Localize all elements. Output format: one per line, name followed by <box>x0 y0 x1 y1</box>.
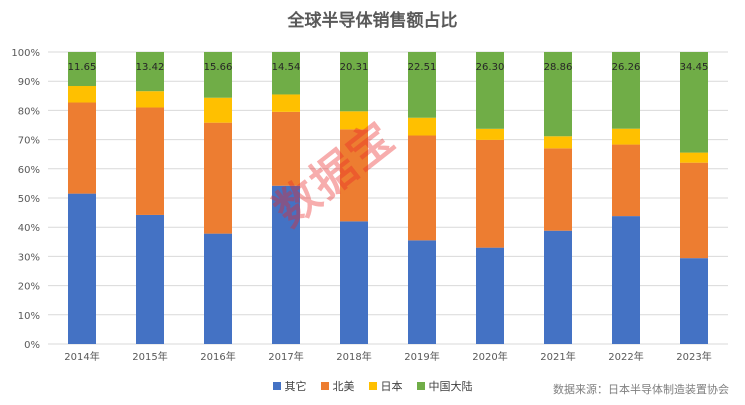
bar-segment <box>408 135 436 241</box>
bar-segment <box>408 52 436 118</box>
bar-segment <box>204 97 232 123</box>
bar-segment <box>272 111 300 186</box>
bar-segment <box>680 162 708 259</box>
bar-segment <box>476 52 504 129</box>
data-label: 28.86 <box>544 62 573 73</box>
source-note: 数据来源：日本半导体制造装置协会 <box>553 383 729 396</box>
legend-label: 其它 <box>284 380 307 393</box>
y-tick-label: 40% <box>18 223 40 234</box>
bar-segment <box>272 52 300 95</box>
bar-segment <box>408 240 436 344</box>
data-label: 34.45 <box>680 62 709 73</box>
bar-segment <box>612 144 640 217</box>
data-label: 26.30 <box>476 62 505 73</box>
bar-segment <box>272 94 300 112</box>
bar-segment <box>340 111 368 130</box>
bar-segment <box>136 52 164 92</box>
y-tick-label: 30% <box>18 252 40 263</box>
bar-segment <box>136 214 164 344</box>
data-label: 26.26 <box>612 62 641 73</box>
bar-segment <box>612 52 640 129</box>
legend-item: 日本 <box>368 378 403 394</box>
bar-segment <box>544 148 572 231</box>
data-label: 11.65 <box>68 62 97 73</box>
bar-segment <box>340 129 368 222</box>
bar-segment <box>408 117 436 136</box>
x-tick-label: 2014年 <box>64 350 99 363</box>
x-tick-label: 2015年 <box>132 350 167 363</box>
bar-segment <box>612 216 640 344</box>
chart-title: 全球半导体销售额占比 <box>287 11 458 31</box>
bar-segment <box>680 152 708 163</box>
data-label: 22.51 <box>408 62 437 73</box>
bar-segment <box>68 193 96 344</box>
y-tick-label: 50% <box>18 194 40 205</box>
bar-segment <box>476 128 504 140</box>
y-tick-label: 100% <box>11 48 40 59</box>
bar-segment <box>544 136 572 149</box>
legend-item: 北美 <box>320 378 355 394</box>
x-tick-label: 2021年 <box>540 350 575 363</box>
x-tick-label: 2022年 <box>608 350 643 363</box>
legend-swatch <box>416 382 425 390</box>
bar-segment <box>476 139 504 248</box>
legend-label: 中国大陆 <box>428 380 473 393</box>
bar-segment <box>272 185 300 344</box>
bar-segment <box>476 247 504 344</box>
bar-segment <box>204 122 232 234</box>
bar-segment <box>136 91 164 108</box>
y-tick-label: 60% <box>18 165 40 176</box>
data-label: 15.66 <box>204 62 233 73</box>
bar-segment <box>136 107 164 215</box>
legend-label: 北美 <box>332 380 355 393</box>
bar-segment <box>68 86 96 103</box>
bar-segment <box>68 102 96 194</box>
bar-segment <box>340 52 368 112</box>
y-tick-label: 90% <box>18 77 40 88</box>
legend-swatch <box>320 382 329 390</box>
bar-segment <box>340 221 368 344</box>
legend-item: 中国大陆 <box>416 378 473 394</box>
y-tick-label: 10% <box>18 311 40 322</box>
y-tick-label: 0% <box>24 340 40 351</box>
data-label: 14.54 <box>272 62 301 73</box>
bar-segment <box>680 258 708 344</box>
bar-segment <box>680 52 708 153</box>
y-tick-label: 70% <box>18 136 40 147</box>
bar-segment <box>204 52 232 98</box>
legend-swatch <box>272 382 281 390</box>
x-tick-label: 2020年 <box>472 350 507 363</box>
y-tick-label: 20% <box>18 282 40 293</box>
legend-swatch <box>368 382 377 390</box>
bar-segment <box>544 52 572 137</box>
x-tick-label: 2019年 <box>404 350 439 363</box>
x-tick-label: 2018年 <box>336 350 371 363</box>
legend-item: 其它 <box>272 378 307 394</box>
legend: 其它 北美 日本 中国大陆 <box>0 378 745 394</box>
bar-segment <box>204 233 232 344</box>
y-tick-label: 80% <box>18 106 40 117</box>
bar-segment <box>612 128 640 145</box>
data-label: 20.31 <box>340 62 369 73</box>
legend-label: 日本 <box>380 380 403 393</box>
bar-segment <box>544 230 572 344</box>
bar-segment <box>68 52 96 87</box>
x-tick-label: 2016年 <box>200 350 235 363</box>
x-tick-label: 2023年 <box>676 350 711 363</box>
x-tick-label: 2017年 <box>268 350 303 363</box>
data-label: 13.42 <box>136 62 165 73</box>
